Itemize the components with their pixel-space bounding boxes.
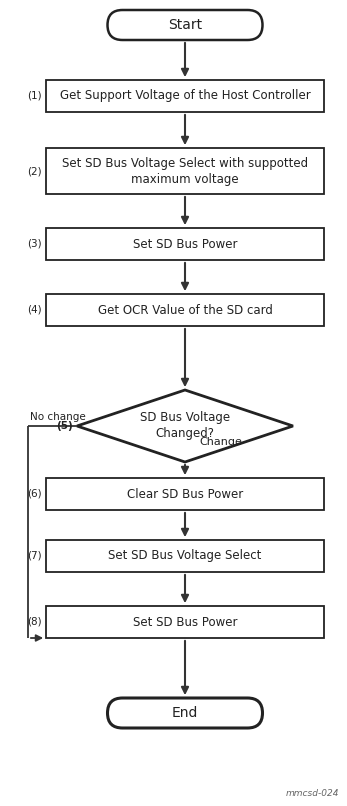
Text: (1): (1) (27, 91, 42, 101)
Bar (46, 606, 324, 638)
Bar (46, 80, 324, 112)
Text: (7): (7) (27, 551, 42, 561)
Text: Set SD Bus Voltage Select: Set SD Bus Voltage Select (108, 550, 262, 563)
Bar (46, 478, 324, 510)
Text: Get Support Voltage of the Host Controller: Get Support Voltage of the Host Controll… (60, 89, 310, 102)
FancyBboxPatch shape (108, 698, 262, 728)
Text: Get OCR Value of the SD card: Get OCR Value of the SD card (98, 304, 272, 317)
FancyBboxPatch shape (108, 10, 262, 40)
Text: No change: No change (30, 412, 86, 422)
Text: (3): (3) (27, 239, 42, 249)
Bar (46, 294, 324, 326)
Text: Set SD Bus Voltage Select with suppotted
maximum voltage: Set SD Bus Voltage Select with suppotted… (62, 156, 308, 185)
Text: Set SD Bus Power: Set SD Bus Power (133, 238, 237, 251)
Text: Start: Start (168, 18, 202, 32)
Bar (46, 148, 324, 194)
Text: (6): (6) (27, 489, 42, 499)
Text: SD Bus Voltage
Changed?: SD Bus Voltage Changed? (140, 412, 230, 441)
Bar (46, 540, 324, 572)
Text: (4): (4) (27, 305, 42, 315)
Text: Set SD Bus Power: Set SD Bus Power (133, 616, 237, 629)
Polygon shape (77, 390, 293, 462)
Text: (2): (2) (27, 166, 42, 176)
Text: Change: Change (199, 437, 242, 447)
Bar (46, 228, 324, 260)
Text: End: End (172, 706, 198, 720)
Text: Clear SD Bus Power: Clear SD Bus Power (127, 488, 243, 501)
Text: (5): (5) (56, 421, 73, 431)
Text: (8): (8) (27, 617, 42, 627)
Text: mmcsd-024: mmcsd-024 (286, 789, 339, 798)
